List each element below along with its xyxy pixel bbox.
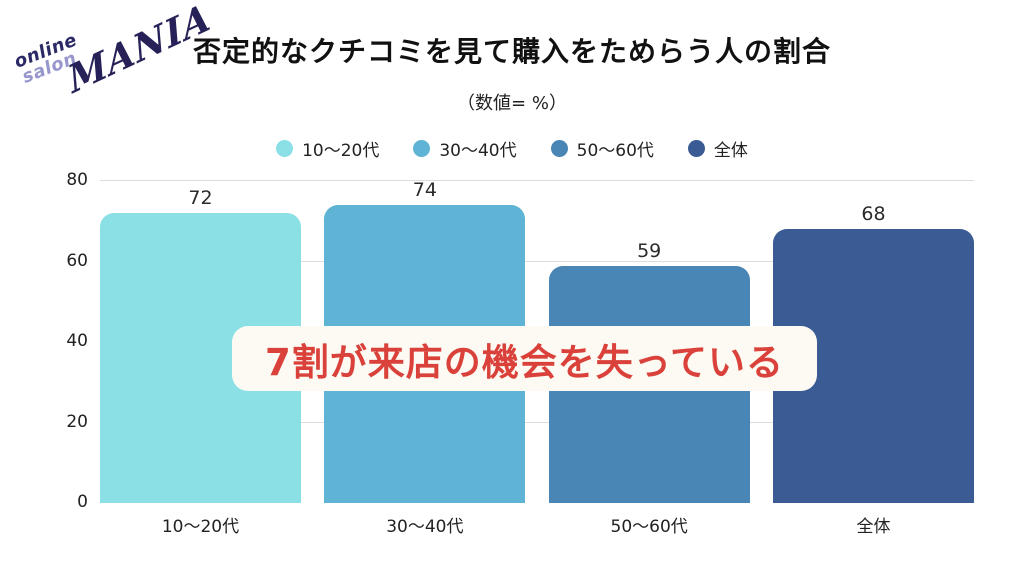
y-tick-label-80: 80: [66, 170, 88, 190]
legend-item-全体: 全体: [687, 136, 748, 161]
bar-value-label-10〜20代: 72: [188, 187, 213, 210]
legend-item-10〜20代: 10〜20代: [276, 136, 379, 161]
legend-label: 30〜40代: [439, 141, 517, 161]
annotation-callout: 7割が来店の機会を失っている: [232, 326, 817, 391]
x-axis-label-50〜60代: 50〜60代: [610, 517, 688, 537]
legend-label: 50〜60代: [576, 141, 654, 161]
y-tick-label-20: 20: [66, 411, 88, 432]
legend-item-50〜60代: 50〜60代: [550, 136, 654, 161]
bar-value-label-30〜40代: 74: [412, 179, 437, 202]
y-tick-label-60: 60: [66, 250, 88, 271]
legend-item-30〜40代: 30〜40代: [413, 136, 517, 161]
x-axis-label-30〜40代: 30〜40代: [386, 517, 464, 537]
legend-label: 全体: [713, 141, 748, 161]
legend-dot-icon: [550, 140, 568, 157]
bar-value-label-全体: 68: [861, 203, 886, 226]
page-title: 否定的なクチコミを見て購入をためらう人の割合: [192, 35, 831, 68]
annotation-text: 7割が来店の機会を失っている: [265, 340, 784, 384]
gridline-y-60: [100, 260, 974, 262]
gridline-y-80: [100, 180, 974, 181]
chart-subtitle: （数値= %）: [457, 93, 567, 114]
x-axis-label-全体: 全体: [856, 517, 891, 537]
y-tick-label-40: 40: [66, 331, 88, 351]
legend-dot-icon: [413, 140, 431, 157]
gridline-y-20: [100, 421, 974, 423]
legend-dot-icon: [687, 140, 705, 157]
x-axis-label-10〜20代: 10〜20代: [161, 517, 240, 537]
legend-dot-icon: [276, 140, 294, 157]
chart-legend: 10〜20代 30〜40代 50〜60代 全体: [0, 136, 1024, 161]
bar-value-label-50〜60代: 59: [637, 239, 662, 262]
legend-label: 10〜20代: [302, 141, 380, 161]
y-tick-label-0: 0: [77, 492, 88, 512]
